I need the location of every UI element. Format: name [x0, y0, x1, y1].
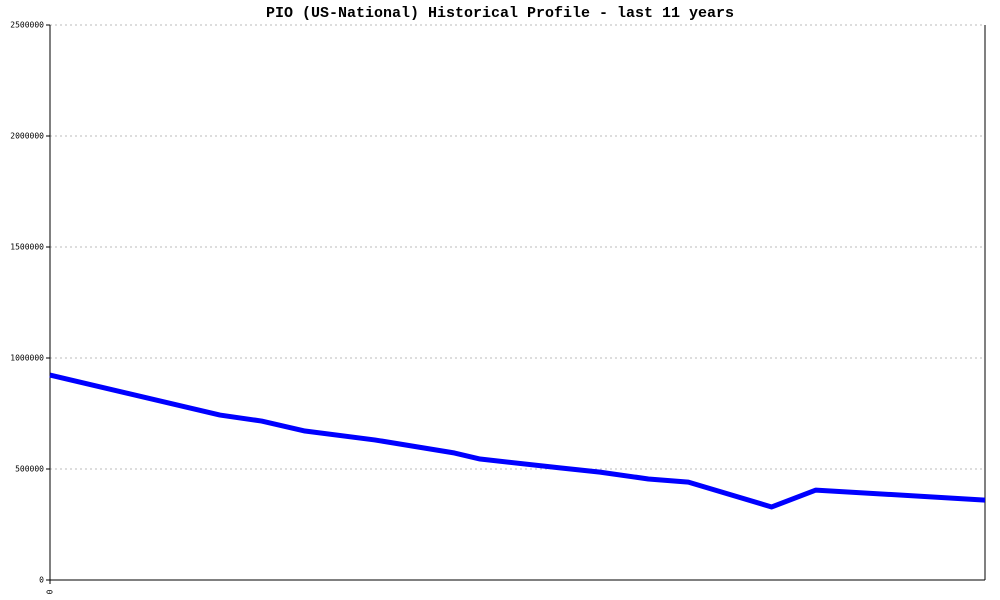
chart-title: PIO (US-National) Historical Profile - l… — [266, 5, 734, 22]
series-line — [49, 372, 986, 510]
y-tick-label: 2000000 — [10, 132, 44, 141]
y-tick-label: 0 — [39, 576, 44, 585]
y-tick-label: 500000 — [15, 465, 44, 474]
y-tick-label: 2500000 — [10, 21, 44, 30]
x-tick-label: 0 — [46, 589, 55, 594]
y-tick-label: 1500000 — [10, 243, 44, 252]
y-tick-label: 1000000 — [10, 354, 44, 363]
